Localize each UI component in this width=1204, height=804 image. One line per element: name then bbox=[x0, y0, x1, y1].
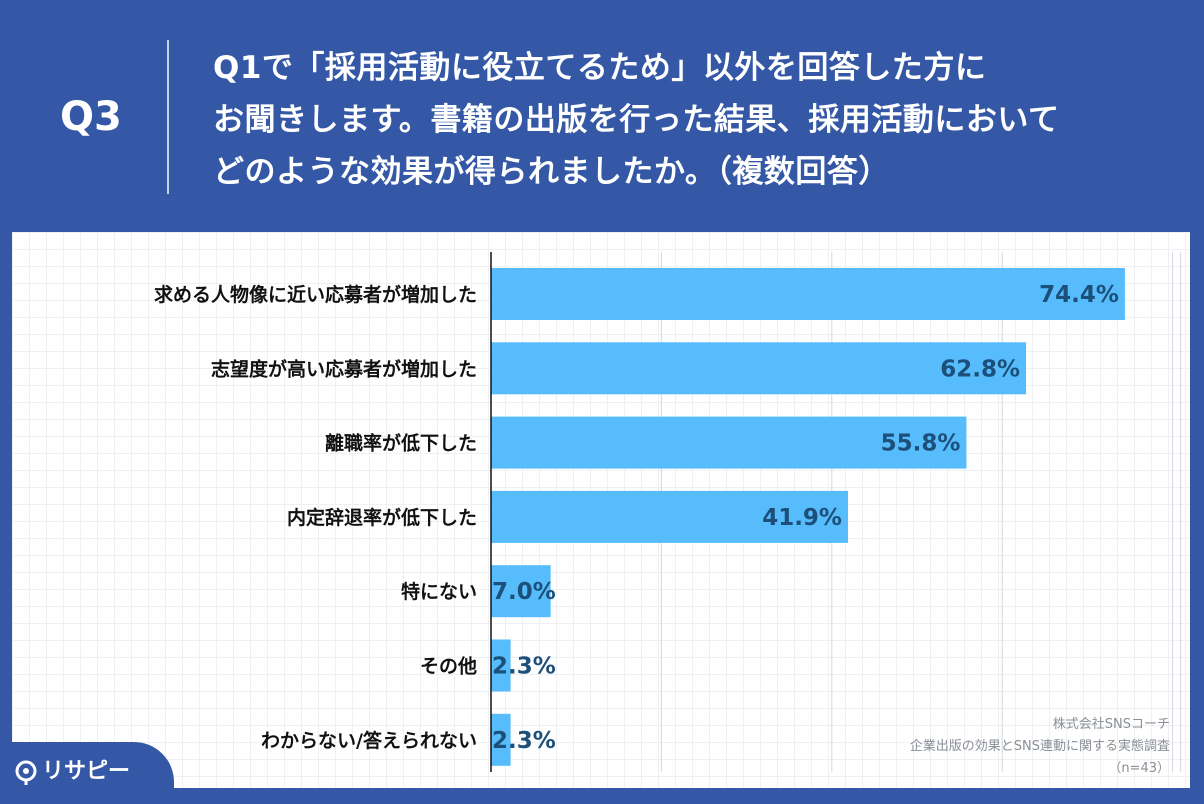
category-label: その他 bbox=[420, 655, 477, 678]
source-note: 株式会社SNSコーチ 企業出版の効果とSNS連動に関する実態調査 （n=43） bbox=[910, 714, 1170, 780]
value-label: 55.8% bbox=[881, 431, 961, 457]
bar bbox=[491, 268, 1125, 320]
bar bbox=[491, 565, 551, 618]
header: Q3 Q1で「採用活動に役立てるため」以外を回答した方に お聞きします。書籍の出… bbox=[0, 0, 1204, 232]
source-company: 株式会社SNSコーチ bbox=[1052, 717, 1170, 732]
value-label: 2.3% bbox=[492, 728, 556, 754]
category-label: 内定辞退率が低下した bbox=[287, 506, 477, 529]
bar bbox=[491, 639, 511, 692]
question-line: どのような効果が得られましたか。（複数回答） bbox=[213, 154, 890, 190]
bar bbox=[491, 416, 967, 469]
question-line: Q1で「採用活動に役立てるため」以外を回答した方に bbox=[213, 50, 987, 86]
category-label: わからない/答えられない bbox=[261, 729, 477, 752]
value-label: 2.3% bbox=[492, 654, 556, 680]
map-pin-icon bbox=[15, 760, 37, 785]
value-label: 41.9% bbox=[762, 505, 842, 531]
logo: リサピー bbox=[0, 742, 174, 804]
bar-chart: 求める人物像に近い応募者が増加した 74.4% 志望度が高い応募者が増加した 62.8… bbox=[154, 252, 1182, 772]
source-sample-size: （n=43） bbox=[1108, 761, 1170, 776]
category-label: 求める人物像に近い応募者が増加した bbox=[154, 283, 477, 306]
bar bbox=[491, 490, 848, 543]
value-label: 74.4% bbox=[1039, 282, 1119, 308]
header-divider bbox=[167, 40, 169, 194]
value-label: 7.0% bbox=[492, 579, 556, 605]
source-survey: 企業出版の効果とSNS連動に関する実態調査 bbox=[909, 739, 1170, 754]
chart-panel: 求める人物像に近い応募者が増加した 74.4% 志望度が高い応募者が増加した 62.8… bbox=[12, 232, 1190, 788]
bar bbox=[491, 342, 1027, 395]
category-label: 志望度が高い応募者が増加した bbox=[211, 357, 477, 380]
question-line: お聞きします。書籍の出版を行った結果、採用活動において bbox=[213, 102, 1060, 138]
category-label: 離職率が低下した bbox=[325, 432, 477, 455]
logo-text: リサピー bbox=[42, 759, 131, 784]
bar bbox=[491, 713, 511, 766]
question-text: Q1で「採用活動に役立てるため」以外を回答した方に お聞きします。書籍の出版を行… bbox=[213, 42, 1183, 198]
question-number: Q3 bbox=[60, 94, 122, 140]
category-label: 特にない bbox=[401, 581, 477, 603]
value-label: 62.8% bbox=[940, 356, 1020, 382]
